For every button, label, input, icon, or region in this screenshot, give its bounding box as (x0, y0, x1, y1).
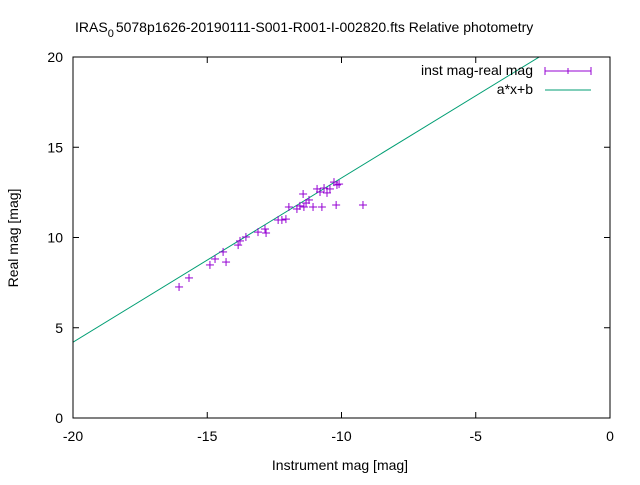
data-point (222, 258, 231, 267)
data-point (299, 189, 308, 198)
data-point (358, 201, 367, 210)
data-point (299, 202, 308, 211)
x-tick-label: -5 (470, 428, 483, 444)
fit-line (73, 57, 541, 343)
data-point (281, 215, 290, 224)
legend-label-fit: a*x+b (497, 81, 533, 97)
legend-label-points: inst mag-real mag (421, 62, 533, 78)
data-point (211, 254, 220, 263)
data-point (335, 180, 344, 189)
data-point (316, 188, 325, 197)
data-point (305, 195, 314, 204)
data-point (219, 247, 228, 256)
data-point (332, 180, 341, 189)
data-point (317, 202, 326, 211)
data-point (253, 228, 262, 237)
x-axis-label: Instrument mag [mag] (272, 457, 408, 473)
data-point (262, 228, 271, 237)
data-point (320, 184, 329, 193)
x-tick-label: -20 (63, 428, 83, 444)
x-tick-label: 0 (606, 428, 614, 444)
data-point (309, 202, 318, 211)
data-point (175, 282, 184, 291)
x-tick-label: -15 (197, 428, 217, 444)
data-point (205, 260, 214, 269)
chart-title: IRAS0 5078p1626-20190111-S001-R001-I-0028… (75, 19, 533, 40)
data-point (241, 232, 250, 241)
data-point (234, 241, 243, 250)
x-tick-label: -10 (331, 428, 351, 444)
y-tick-label: 15 (47, 139, 63, 155)
data-point (295, 201, 304, 210)
y-tick-label: 20 (47, 49, 63, 65)
legend: inst mag-real mag a*x+b (421, 62, 592, 97)
data-point (284, 202, 293, 211)
data-point (184, 273, 193, 282)
data-point (332, 201, 341, 210)
data-point (260, 225, 269, 234)
data-point (236, 236, 245, 245)
y-axis-label: Real mag [mag] (5, 189, 21, 288)
data-point (325, 184, 334, 193)
data-point (277, 215, 286, 224)
y-tick-label: 10 (47, 230, 63, 246)
y-tick-label: 0 (55, 410, 63, 426)
y-tick-label: 5 (55, 320, 63, 336)
plot-border (72, 56, 611, 419)
